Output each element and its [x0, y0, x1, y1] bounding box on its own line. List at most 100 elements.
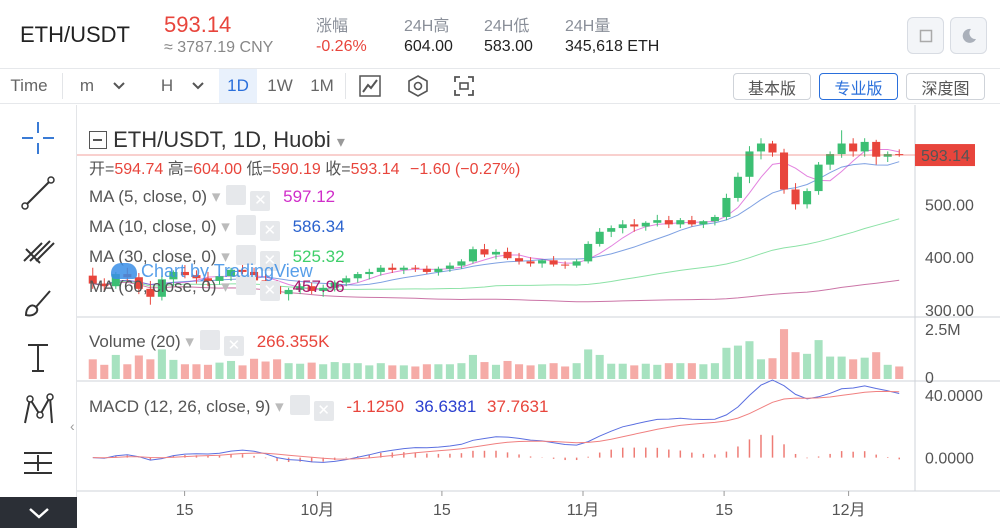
candle-body: [814, 164, 823, 192]
candle-body: [756, 143, 766, 152]
text-tool[interactable]: [10, 337, 66, 377]
symbol-title: ETH/USDT, 1D, Huobi: [113, 127, 331, 152]
close-icon[interactable]: ✕: [313, 401, 334, 421]
volume-bar: [342, 363, 351, 379]
pattern-tool[interactable]: [10, 391, 66, 431]
volume-bar: [872, 352, 881, 379]
settings-icon[interactable]: [199, 330, 220, 350]
candle-body: [307, 286, 316, 291]
trend-line-tool[interactable]: [10, 173, 66, 213]
more-tools-button[interactable]: [0, 497, 77, 528]
candle-body: [192, 275, 201, 279]
candle-body: [768, 143, 777, 153]
volume-bar: [883, 364, 892, 379]
pattern-icon: [24, 393, 54, 424]
volume-bar: [146, 359, 155, 379]
depth-view-button[interactable]: 深度图: [906, 73, 985, 100]
close-icon[interactable]: ✕: [223, 336, 244, 356]
low-value: 583.00: [484, 38, 533, 55]
candle-body: [860, 141, 869, 152]
volume-bar: [445, 364, 454, 379]
ma10-line: [92, 161, 900, 286]
volume-bar: [572, 363, 581, 379]
settings-icon[interactable]: [235, 215, 256, 235]
collapse-legend-icon[interactable]: [89, 131, 107, 149]
close-icon[interactable]: ✕: [259, 281, 280, 301]
window-button[interactable]: [907, 17, 944, 54]
volume-bar: [250, 358, 259, 379]
price-tick: 400.00: [925, 250, 974, 267]
settings-icon[interactable]: [226, 185, 247, 205]
measure-icon: [24, 452, 52, 474]
chevron-down-icon: [192, 82, 204, 90]
candle-body: [779, 152, 789, 190]
basic-view-button[interactable]: 基本版: [733, 73, 811, 100]
low-label: 24H低: [484, 18, 530, 35]
open-label: 开=: [89, 161, 115, 178]
volume-bar: [365, 365, 374, 379]
minute-dropdown[interactable]: m: [70, 69, 136, 103]
volume-bar: [88, 359, 97, 379]
macd-tick: 40.0000: [925, 388, 983, 405]
volume-bar: [803, 353, 812, 379]
volume-bar: [134, 355, 143, 379]
candle-body: [791, 189, 800, 205]
screenshot-button[interactable]: [444, 69, 484, 103]
interval-1m[interactable]: 1M: [310, 76, 334, 95]
candle-body: [745, 151, 754, 177]
interval-1d[interactable]: 1D: [219, 69, 257, 103]
time-tick: 15: [176, 502, 194, 519]
volume-bar: [595, 354, 604, 379]
close-icon[interactable]: ✕: [250, 191, 271, 211]
close-icon[interactable]: ✕: [259, 251, 280, 271]
tradingview-watermark[interactable]: Chart by TradingView: [111, 261, 313, 282]
close-label: 收=: [325, 161, 351, 178]
theme-toggle-button[interactable]: [950, 17, 987, 54]
drawing-tools: [0, 105, 77, 528]
pitchfork-tool[interactable]: [10, 227, 66, 267]
volume-tick: 2.5M: [925, 322, 961, 339]
crosshair-tool[interactable]: [10, 118, 66, 158]
watermark-text: Chart by TradingView: [141, 261, 313, 281]
volume-bar: [641, 363, 650, 379]
chart-canvas[interactable]: 593.14 500.00 400.00 300.00 2.5M 040.0000 0.00…: [77, 105, 1000, 528]
time-button[interactable]: Time: [10, 76, 48, 95]
brush-tool[interactable]: [10, 283, 66, 323]
candle-body: [330, 282, 339, 288]
candle-body: [365, 271, 374, 275]
divider: [345, 73, 346, 99]
measure-tool[interactable]: [10, 443, 66, 483]
pitchfork-icon: [23, 240, 55, 264]
candle-body: [699, 221, 708, 225]
volume-bar: [434, 364, 443, 379]
current-price-tag: [915, 144, 975, 167]
close-value: 593.14: [350, 161, 400, 178]
chart-area[interactable]: 593.14 500.00 400.00 300.00 2.5M 0 40.0000 0.00…: [77, 105, 1000, 528]
candle-body: [480, 249, 489, 255]
collapse-icon[interactable]: ‹: [70, 418, 75, 434]
crosshair-icon: [22, 122, 54, 154]
settings-icon[interactable]: [235, 275, 256, 295]
settings-icon[interactable]: [289, 395, 310, 415]
macd-value-3: 37.7631: [487, 397, 549, 416]
divider: [62, 73, 63, 99]
change-value: -0.26%: [316, 38, 367, 55]
close-icon[interactable]: ✕: [259, 221, 280, 241]
volume-bar: [203, 364, 213, 379]
symbol-legend: ETH/USDT, 1D, Huobi ▾: [89, 127, 345, 153]
indicators-button[interactable]: [398, 69, 438, 103]
candle-body: [595, 231, 604, 244]
macd-value-1: -1.1250: [346, 397, 405, 416]
chart-type-button[interactable]: [350, 69, 390, 103]
pro-view-button[interactable]: 专业版: [819, 73, 898, 100]
hour-dropdown[interactable]: H: [150, 69, 216, 103]
macd-line: [92, 379, 900, 463]
settings-icon[interactable]: [235, 245, 256, 265]
ma10-label: MA (10, close, 0): [89, 217, 217, 236]
candle-body: [226, 269, 236, 277]
ma60-line: [92, 279, 900, 303]
candle-body: [849, 143, 858, 152]
interval-1w[interactable]: 1W: [267, 76, 293, 95]
volume-bar: [480, 362, 489, 379]
volume-bar: [468, 354, 477, 379]
